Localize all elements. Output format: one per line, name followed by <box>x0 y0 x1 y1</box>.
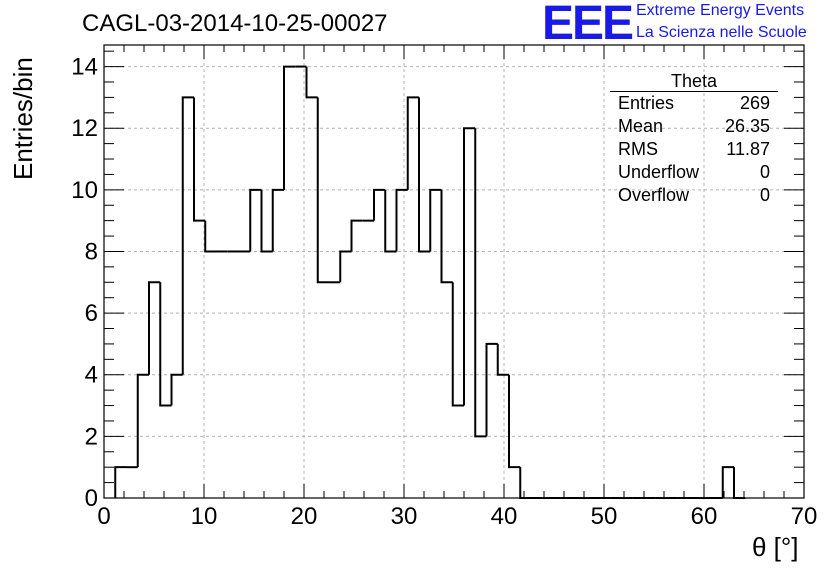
stats-value: 11.87 <box>726 139 770 159</box>
stats-row-mean: Mean 26.35 <box>610 115 778 138</box>
histogram-bin <box>395 188 408 252</box>
x-tick-label: 70 <box>791 503 818 530</box>
stats-title: Theta <box>610 70 778 92</box>
x-tick-label: 10 <box>191 503 218 530</box>
stats-row-rms: RMS 11.87 <box>610 138 778 161</box>
logo-line-2: La Scienza nelle Scuole <box>636 24 807 41</box>
histogram-bin <box>508 374 521 469</box>
y-tick-label: 8 <box>85 238 98 265</box>
histogram-bin <box>406 96 419 190</box>
x-tick-label: 0 <box>97 503 110 530</box>
stats-label: Mean <box>618 116 664 136</box>
histogram-bin <box>429 188 442 252</box>
x-tick-label: 50 <box>591 503 618 530</box>
logo-line-1: Extreme Energy Events <box>636 2 805 19</box>
stats-label: Overflow <box>618 185 690 205</box>
x-tick-label: 40 <box>491 503 518 530</box>
stats-row-entries: Entries 269 <box>610 92 778 115</box>
histogram-bin <box>418 97 431 253</box>
histogram-bin <box>114 466 127 498</box>
y-tick-label: 4 <box>85 362 98 389</box>
stats-label: RMS <box>618 139 658 159</box>
histogram-bin <box>384 189 397 253</box>
histogram-bin <box>204 220 217 253</box>
histogram-bin <box>271 188 284 252</box>
histogram-bin <box>181 96 194 375</box>
stats-row-overflow: Overflow 0 <box>610 184 778 207</box>
histogram-bin <box>316 97 329 284</box>
x-axis-label: θ [°] <box>752 532 799 562</box>
histogram-bin <box>451 282 464 407</box>
plot-frame <box>103 44 805 499</box>
y-tick-label: 6 <box>85 300 98 327</box>
histogram-bin <box>474 128 487 438</box>
stats-value: 26.35 <box>724 116 770 136</box>
stats-row-underflow: Underflow 0 <box>610 161 778 184</box>
stats-value: 0 <box>759 162 770 182</box>
histogram-bin <box>249 188 262 252</box>
histogram-bin <box>721 466 734 498</box>
histogram-bin <box>170 373 183 406</box>
histogram-bin <box>193 97 206 222</box>
histogram-bin <box>339 250 352 283</box>
stats-value: 269 <box>739 93 770 113</box>
histogram-bin <box>485 342 498 437</box>
histogram-bin <box>463 127 476 406</box>
y-tick-label: 2 <box>85 423 98 450</box>
histogram-bin <box>305 66 318 99</box>
stats-label: Underflow <box>618 162 700 182</box>
histogram-bin <box>136 373 149 468</box>
histogram-bin <box>440 189 453 284</box>
stats-label: Entries <box>618 93 675 113</box>
histogram-bin <box>148 281 161 375</box>
histogram-bin <box>496 343 509 376</box>
y-tick-label: 0 <box>85 485 98 512</box>
x-tick-label: 30 <box>391 503 418 530</box>
y-tick-label: 10 <box>71 177 98 204</box>
histogram-bin <box>283 65 296 190</box>
histogram-bin <box>260 189 273 253</box>
y-tick-label: 12 <box>71 115 98 142</box>
eee-logo: EEE <box>542 0 634 50</box>
histogram-bin <box>159 282 172 407</box>
stats-value: 0 <box>759 185 770 205</box>
chart-title: CAGL-03-2014-10-25-00027 <box>82 10 388 37</box>
histogram-bin <box>373 188 386 221</box>
stats-box: Theta Entries 269 Mean 26.35 RMS 11.87 U… <box>610 70 778 207</box>
histogram-bin <box>350 219 363 252</box>
histogram-bin <box>519 467 532 499</box>
x-tick-label: 20 <box>291 503 318 530</box>
y-tick-label: 14 <box>71 54 98 81</box>
histogram-bin <box>733 467 746 499</box>
x-tick-label: 60 <box>691 503 718 530</box>
